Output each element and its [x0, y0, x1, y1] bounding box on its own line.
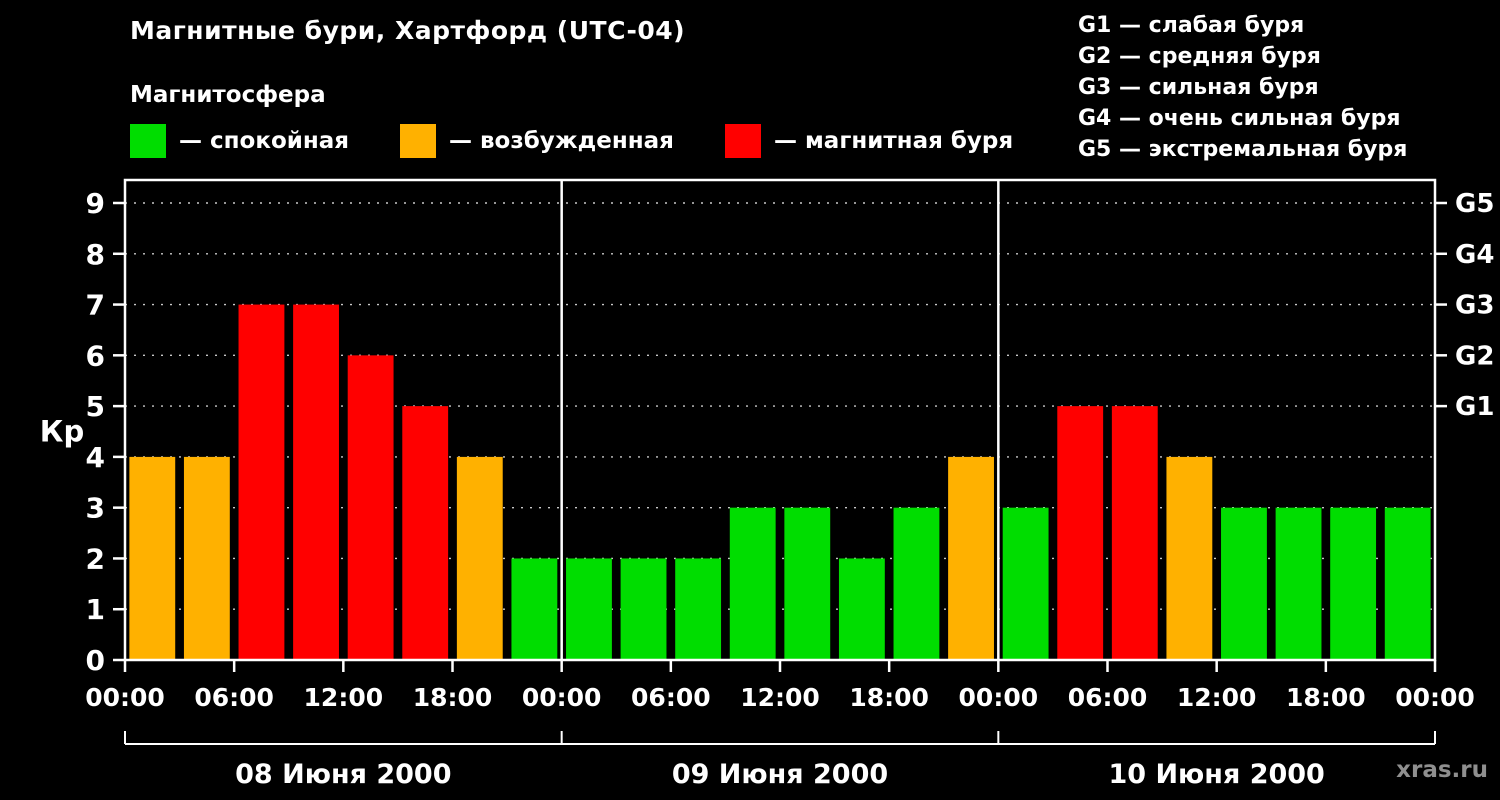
legend-item-excited: — возбужденная — [400, 124, 674, 158]
kp-bar — [1330, 507, 1377, 660]
x-tick-label: 00:00 — [522, 683, 602, 712]
x-tick-label: 12:00 — [304, 683, 384, 712]
kp-bar — [675, 558, 722, 660]
kp-bar — [1111, 406, 1158, 660]
x-tick-label: 00:00 — [959, 683, 1039, 712]
x-tick-label: 18:00 — [413, 683, 493, 712]
date-label: 10 Июня 2000 — [1108, 759, 1324, 790]
kp-bar — [183, 456, 230, 660]
y-axis-title: Кр — [40, 415, 84, 449]
magnetosphere-legend: — спокойная — возбужденная — магнитная бур… — [130, 124, 1130, 164]
g-axis-label: G1 — [1455, 392, 1494, 422]
kp-bar — [620, 558, 667, 660]
y-tick-label: 2 — [86, 542, 105, 575]
x-tick-label: 12:00 — [1177, 683, 1257, 712]
kp-bar — [1166, 456, 1213, 660]
kp-bar — [566, 558, 612, 660]
x-tick-label: 06:00 — [194, 683, 274, 712]
kp-bar — [838, 558, 885, 660]
kp-bar — [1002, 507, 1049, 660]
y-tick-label: 5 — [86, 390, 105, 423]
watermark: xras.ru — [1396, 757, 1488, 783]
g-axis-label: G5 — [1455, 189, 1494, 219]
legend-swatch-storm — [725, 124, 761, 158]
kp-bar — [347, 355, 394, 660]
kp-bar — [729, 507, 776, 660]
g-scale-legend: G1 — слабая буря G2 — средняя буря G3 — си… — [1078, 10, 1407, 165]
g-legend-line-2: G2 — средняя буря — [1078, 44, 1321, 69]
kp-bar — [1384, 507, 1431, 660]
g-legend-line-4: G4 — очень сильная буря — [1078, 106, 1401, 131]
y-tick-label: 9 — [86, 187, 105, 220]
kp-bar — [402, 406, 449, 660]
legend-item-quiet: — спокойная — [130, 124, 349, 158]
y-tick-label: 6 — [86, 339, 105, 372]
g-legend-line-1: G1 — слабая буря — [1078, 13, 1305, 38]
g-axis-label: G4 — [1455, 240, 1494, 270]
g-legend-line-3: G3 — сильная буря — [1078, 75, 1319, 100]
x-tick-label: 18:00 — [849, 683, 929, 712]
kp-bar — [129, 456, 176, 660]
x-tick-label: 00:00 — [1395, 683, 1475, 712]
chart-title: Магнитные бури, Хартфорд (UTC-04) — [130, 16, 686, 45]
x-tick-label: 06:00 — [1068, 683, 1148, 712]
legend-swatch-quiet — [130, 124, 166, 158]
y-tick-label: 8 — [86, 238, 105, 271]
date-label: 09 Июня 2000 — [672, 759, 888, 790]
legend-swatch-excited — [400, 124, 436, 158]
y-tick-label: 4 — [86, 441, 105, 474]
y-tick-label: 7 — [86, 289, 105, 322]
magnetosphere-label: Магнитосфера — [130, 82, 326, 108]
y-tick-label: 3 — [86, 492, 105, 525]
kp-bar — [948, 456, 994, 660]
kp-bar — [1221, 507, 1267, 660]
kp-bar — [893, 507, 940, 660]
kp-bar — [293, 304, 339, 660]
legend-label-excited: — возбужденная — [449, 128, 674, 154]
x-tick-label: 18:00 — [1286, 683, 1366, 712]
g-axis-label: G2 — [1455, 341, 1494, 371]
legend-label-quiet: — спокойная — [179, 128, 350, 154]
kp-bar — [784, 507, 831, 660]
legend-item-storm: — магнитная буря — [725, 124, 1013, 158]
y-tick-label: 0 — [86, 644, 105, 677]
legend-label-storm: — магнитная буря — [774, 128, 1014, 154]
date-label: 08 Июня 2000 — [235, 759, 451, 790]
g-legend-line-5: G5 — экстремальная буря — [1078, 137, 1408, 162]
kp-bar — [1275, 507, 1322, 660]
x-tick-label: 12:00 — [740, 683, 820, 712]
y-tick-label: 1 — [86, 593, 105, 626]
g-axis-label: G3 — [1455, 291, 1494, 321]
x-tick-label: 06:00 — [631, 683, 711, 712]
kp-bar — [511, 558, 558, 660]
kp-bar — [456, 456, 503, 660]
kp-bar — [238, 304, 285, 660]
kp-bar — [1057, 406, 1104, 660]
x-tick-label: 00:00 — [85, 683, 165, 712]
